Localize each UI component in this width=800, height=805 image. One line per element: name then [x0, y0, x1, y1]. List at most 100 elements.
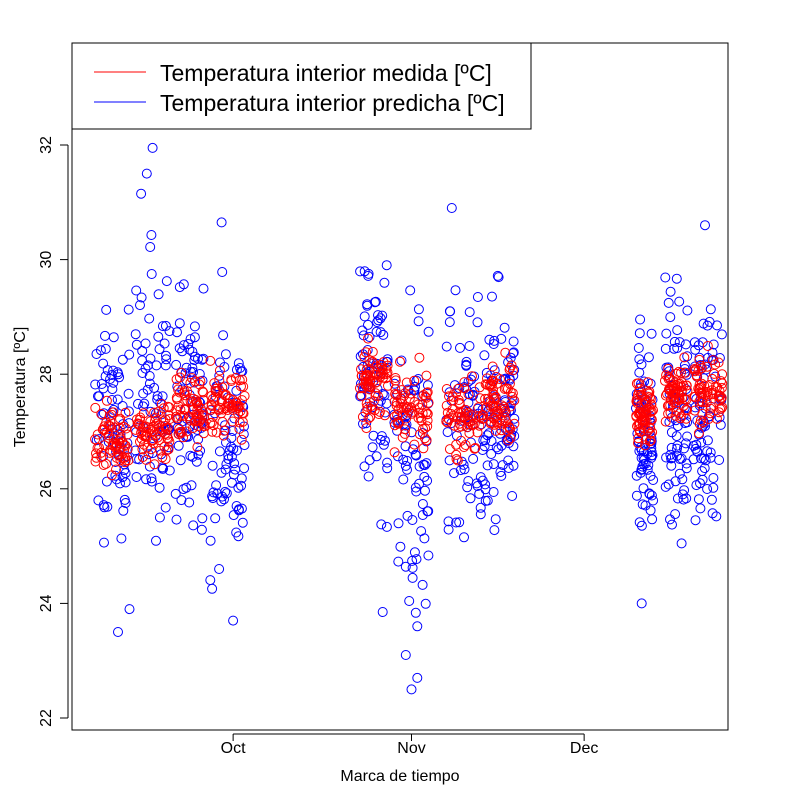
predicted-point: [400, 460, 411, 471]
predicted-point: [417, 499, 428, 509]
predicted-point: [676, 538, 687, 549]
measured-point: [475, 393, 486, 404]
predicted-point: [117, 401, 128, 411]
predicted-point: [226, 451, 237, 462]
measured-point: [660, 390, 671, 401]
predicted-point: [422, 506, 433, 517]
predicted-point: [663, 479, 674, 490]
predicted-point: [634, 328, 645, 339]
measured-point: [207, 411, 218, 422]
predicted-point: [407, 555, 418, 566]
measured-point: [474, 420, 485, 431]
predicted-point: [450, 285, 461, 296]
measured-point: [444, 444, 455, 455]
predicted-point: [410, 607, 421, 618]
measured-point: [442, 417, 453, 428]
predicted-point: [707, 508, 718, 519]
predicted-point: [131, 472, 142, 482]
measured-point: [505, 362, 516, 373]
measured-point: [709, 368, 720, 379]
predicted-point: [239, 463, 250, 474]
predicted-point: [231, 527, 242, 538]
measured-point: [208, 420, 219, 431]
measured-point: [157, 452, 168, 463]
predicted-point: [393, 556, 404, 567]
predicted-point: [404, 596, 415, 606]
measured-point: [640, 407, 651, 418]
predicted-point: [198, 283, 209, 294]
predicted-point: [697, 337, 708, 348]
predicted-point: [679, 443, 689, 454]
predicted-point: [108, 332, 119, 343]
predicted-point: [674, 468, 685, 479]
measured-point: [190, 376, 201, 387]
measured-point: [702, 341, 713, 351]
measured-point: [163, 433, 174, 444]
measured-point: [214, 375, 225, 386]
measured-point: [419, 433, 430, 444]
measured-point: [459, 377, 470, 388]
measured-point: [646, 406, 657, 417]
measured-point: [680, 367, 691, 378]
measured-point: [665, 400, 676, 411]
measured-point: [364, 355, 375, 366]
predicted-point: [489, 525, 500, 536]
predicted-point: [173, 440, 184, 451]
measured-point: [507, 388, 518, 399]
measured-point: [698, 417, 709, 428]
y-tick-label: 26: [38, 480, 55, 498]
predicted-point: [153, 289, 164, 300]
predicted-point: [219, 494, 229, 505]
predicted-point: [464, 341, 475, 351]
measured-point: [390, 375, 401, 386]
measured-point: [213, 404, 224, 415]
measured-point: [423, 397, 434, 408]
predicted-point: [680, 438, 691, 449]
predicted-point: [660, 481, 671, 492]
predicted-point: [405, 285, 416, 296]
predicted-point: [112, 394, 123, 405]
measured-point: [505, 433, 516, 444]
x-tick-label: Oct: [221, 740, 246, 757]
predicted-point: [377, 607, 388, 617]
measured-point: [486, 417, 497, 428]
measured-point: [205, 355, 216, 366]
predicted-point: [107, 384, 118, 395]
predicted-point: [682, 305, 693, 316]
measured-point: [239, 391, 250, 401]
predicted-point: [218, 330, 229, 341]
predicted-point: [398, 474, 409, 485]
predicted-point: [154, 512, 165, 523]
measured-point: [137, 452, 148, 463]
measured-point: [636, 409, 646, 420]
predicted-point: [160, 360, 171, 371]
predicted-point: [698, 318, 709, 329]
measured-point: [111, 440, 122, 451]
measured-point: [422, 415, 433, 426]
predicted-point: [382, 463, 393, 474]
predicted-point: [236, 480, 247, 491]
predicted-point: [143, 449, 154, 460]
measured-point: [660, 416, 671, 427]
y-tick-label: 30: [38, 251, 55, 269]
predicted-point: [661, 328, 672, 339]
measured-point: [420, 423, 431, 434]
predicted-point: [666, 442, 677, 453]
predicted-point: [486, 449, 497, 459]
measured-point: [714, 390, 725, 401]
predicted-point: [116, 533, 127, 544]
measured-point: [491, 401, 501, 412]
predicted-point: [411, 450, 422, 461]
measured-point: [148, 438, 159, 449]
measured-point: [150, 416, 160, 426]
measured-point: [236, 434, 247, 445]
measured-point: [484, 381, 495, 392]
measured-point: [188, 404, 199, 415]
predicted-point: [503, 455, 514, 466]
predicted-point: [643, 352, 654, 363]
measured-point: [172, 394, 183, 405]
measured-point: [363, 333, 373, 344]
measured-point: [421, 435, 432, 446]
predicted-point: [705, 452, 716, 463]
predicted-point: [146, 269, 157, 279]
